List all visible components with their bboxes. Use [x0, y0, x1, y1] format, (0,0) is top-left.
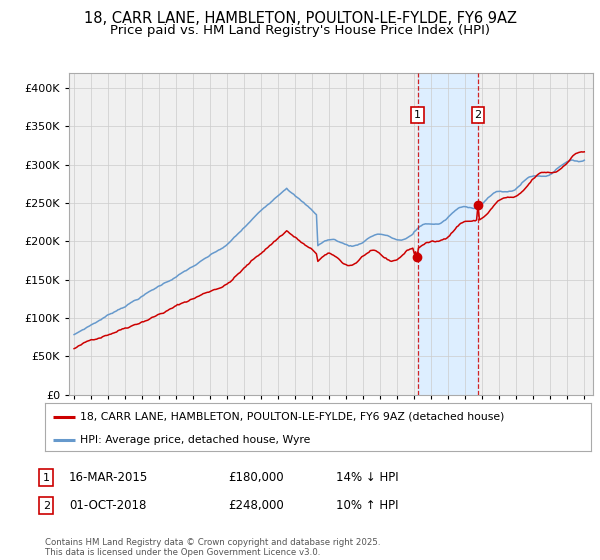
- Text: 1: 1: [43, 473, 50, 483]
- Text: 14% ↓ HPI: 14% ↓ HPI: [336, 471, 398, 484]
- Text: 18, CARR LANE, HAMBLETON, POULTON-LE-FYLDE, FY6 9AZ (detached house): 18, CARR LANE, HAMBLETON, POULTON-LE-FYL…: [80, 412, 505, 422]
- Text: £248,000: £248,000: [228, 499, 284, 512]
- Text: 16-MAR-2015: 16-MAR-2015: [69, 471, 148, 484]
- Text: 10% ↑ HPI: 10% ↑ HPI: [336, 499, 398, 512]
- Text: 1: 1: [414, 110, 421, 120]
- Text: 01-OCT-2018: 01-OCT-2018: [69, 499, 146, 512]
- Bar: [418, 73, 478, 395]
- Text: 2: 2: [43, 501, 50, 511]
- Text: 2: 2: [475, 110, 482, 120]
- Text: £180,000: £180,000: [228, 471, 284, 484]
- Text: 18, CARR LANE, HAMBLETON, POULTON-LE-FYLDE, FY6 9AZ: 18, CARR LANE, HAMBLETON, POULTON-LE-FYL…: [83, 11, 517, 26]
- Text: Price paid vs. HM Land Registry's House Price Index (HPI): Price paid vs. HM Land Registry's House …: [110, 24, 490, 36]
- Text: HPI: Average price, detached house, Wyre: HPI: Average price, detached house, Wyre: [80, 435, 311, 445]
- Text: Contains HM Land Registry data © Crown copyright and database right 2025.
This d: Contains HM Land Registry data © Crown c…: [45, 538, 380, 557]
